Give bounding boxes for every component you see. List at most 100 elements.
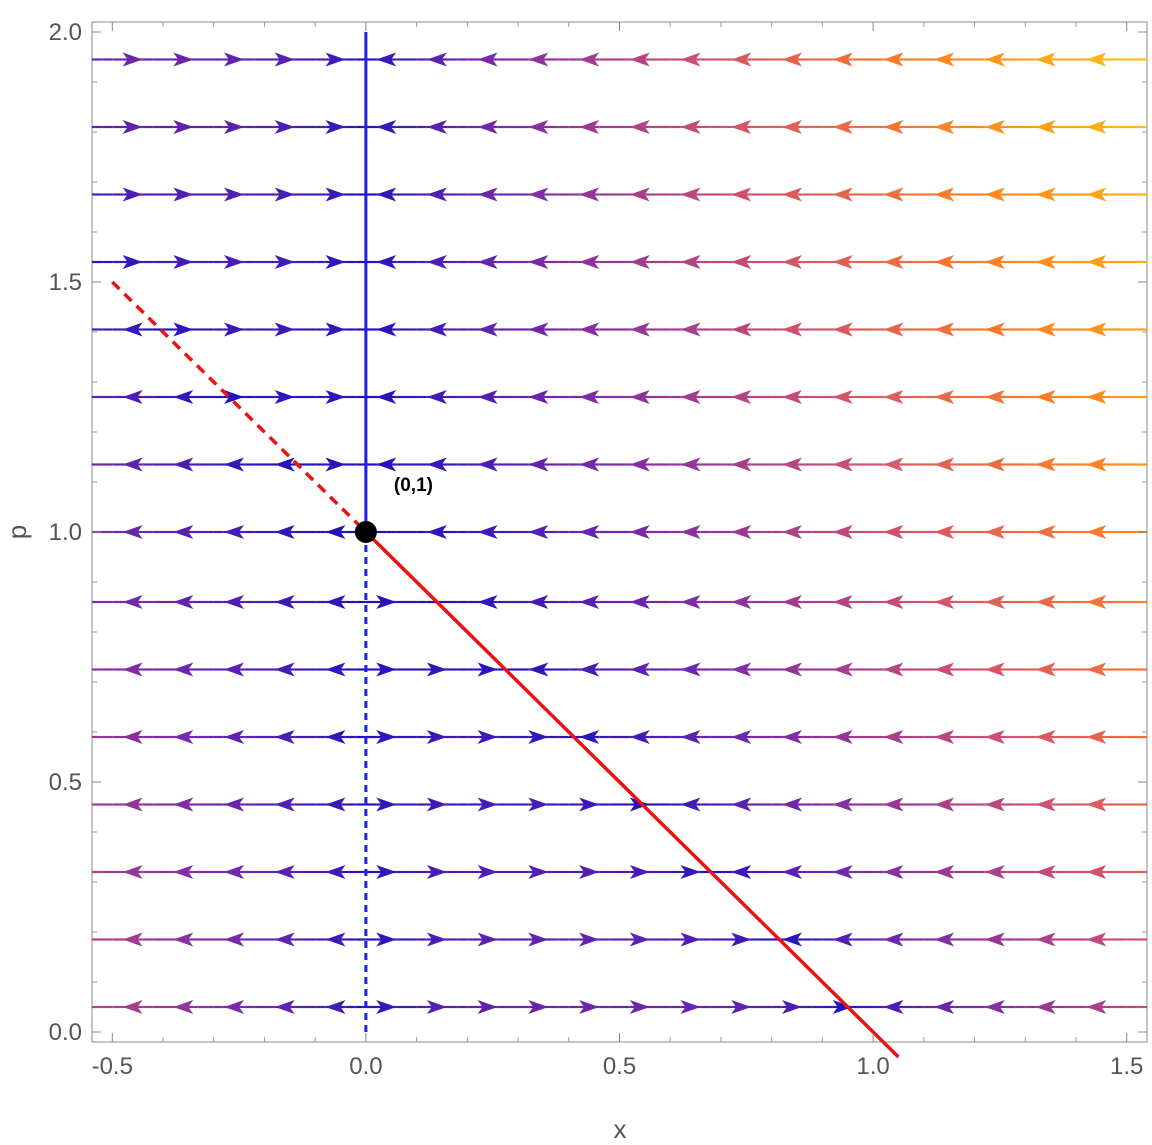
stream-arrow [376, 120, 397, 134]
stream-arrow [274, 525, 295, 539]
x-tick-label: 0.5 [603, 1053, 636, 1080]
stream-arrow [376, 322, 397, 337]
stream-arrow [883, 255, 904, 269]
fixed-point-label: (0,1) [394, 475, 433, 496]
stream-arrow [1086, 662, 1107, 677]
stream-arrow [629, 525, 650, 539]
stream-arrow [1086, 865, 1107, 879]
stream-arrow [376, 1000, 397, 1014]
stream-arrow [426, 730, 447, 744]
stream-arrow [528, 595, 549, 609]
stream-arrow [984, 525, 1005, 539]
stream-arrow [731, 932, 752, 947]
stream-arrow [934, 932, 955, 947]
stream-arrow [629, 120, 650, 134]
stream-arrow [579, 1000, 600, 1014]
stream-arrow [883, 865, 904, 879]
stream-arrow [224, 187, 244, 202]
stream-arrow [122, 255, 143, 269]
y-tick-label: 1.5 [49, 269, 82, 296]
stream-arrow [274, 390, 295, 404]
stream-arrow [984, 457, 1005, 472]
x-tick-label: 1.5 [1110, 1053, 1143, 1080]
stream-arrow [680, 1000, 701, 1014]
stream-arrow [173, 390, 194, 404]
stream-arrow [426, 457, 447, 472]
stream-arrow [477, 390, 498, 404]
stream-arrow [1086, 932, 1107, 947]
stream-arrow [782, 865, 802, 879]
stream-arrow [832, 322, 853, 337]
stream-arrow [782, 525, 802, 539]
stream-arrow [782, 662, 802, 677]
diagonal-line-dashed [111, 280, 368, 534]
stream-arrow [1086, 120, 1107, 134]
stream-arrow [731, 525, 752, 539]
stream-arrow [579, 322, 600, 337]
stream-arrow [1086, 187, 1107, 202]
stream-arrow [680, 797, 701, 812]
stream-arrow [1086, 457, 1107, 472]
stream-arrow [984, 187, 1005, 202]
stream-arrow [426, 932, 447, 947]
stream-arrow [224, 730, 244, 744]
stream-arrow [1035, 187, 1056, 202]
stream-arrow [528, 390, 549, 404]
stream-arrow [426, 52, 447, 67]
stream-arrow [731, 52, 752, 67]
stream-arrow [224, 525, 244, 539]
stream-arrow [883, 525, 904, 539]
stream-arrow [883, 1000, 904, 1014]
x-axis-label: x [614, 1114, 627, 1144]
stream-arrow [832, 662, 853, 677]
stream-arrow [984, 390, 1005, 404]
stream-arrow [1086, 255, 1107, 269]
stream-arrow [934, 390, 955, 404]
stream-arrow [680, 390, 701, 404]
stream-arrow [122, 390, 143, 404]
stream-arrow [173, 187, 194, 202]
y-axis-label: p [2, 525, 32, 539]
stream-arrow [832, 932, 853, 947]
stream-arrow [883, 662, 904, 677]
stream-arrow [579, 662, 600, 677]
stream-arrow [122, 457, 143, 472]
stream-arrow [477, 187, 498, 202]
stream-arrow [528, 457, 549, 472]
stream-arrow [376, 730, 397, 744]
stream-arrow [883, 932, 904, 947]
stream-arrow [122, 120, 143, 134]
stream-arrow [325, 595, 346, 609]
stream-arrow [1086, 52, 1107, 67]
stream-arrow [629, 187, 650, 202]
stream-arrow [325, 730, 346, 744]
stream-arrow [274, 52, 295, 67]
stream-arrow [680, 457, 701, 472]
x-axis: -0.5 0.0 0.5 1.0 1.5 [92, 22, 1143, 1080]
stream-arrow [173, 322, 194, 337]
stream-arrow [883, 730, 904, 744]
stream-arrow [680, 730, 701, 744]
stream-arrow [224, 390, 244, 404]
stream-arrow [832, 255, 853, 269]
stream-arrow [731, 797, 752, 812]
stream-arrow [984, 662, 1005, 677]
stream-arrow [629, 865, 650, 879]
stream-arrow [274, 730, 295, 744]
stream-arrow [274, 1000, 295, 1014]
stream-arrow [224, 322, 244, 337]
stream-arrow [680, 187, 701, 202]
stream-arrow [528, 52, 549, 67]
stream-arrow [680, 595, 701, 609]
stream-arrow [224, 1000, 244, 1014]
stream-arrow [325, 52, 346, 67]
stream-arrow [325, 932, 346, 947]
stream-arrow [274, 457, 295, 472]
stream-arrow [122, 662, 143, 677]
stream-arrow [832, 595, 853, 609]
stream-arrow [934, 1000, 955, 1014]
stream-arrow [325, 865, 346, 879]
stream-arrow [122, 730, 143, 744]
stream-arrow [883, 187, 904, 202]
